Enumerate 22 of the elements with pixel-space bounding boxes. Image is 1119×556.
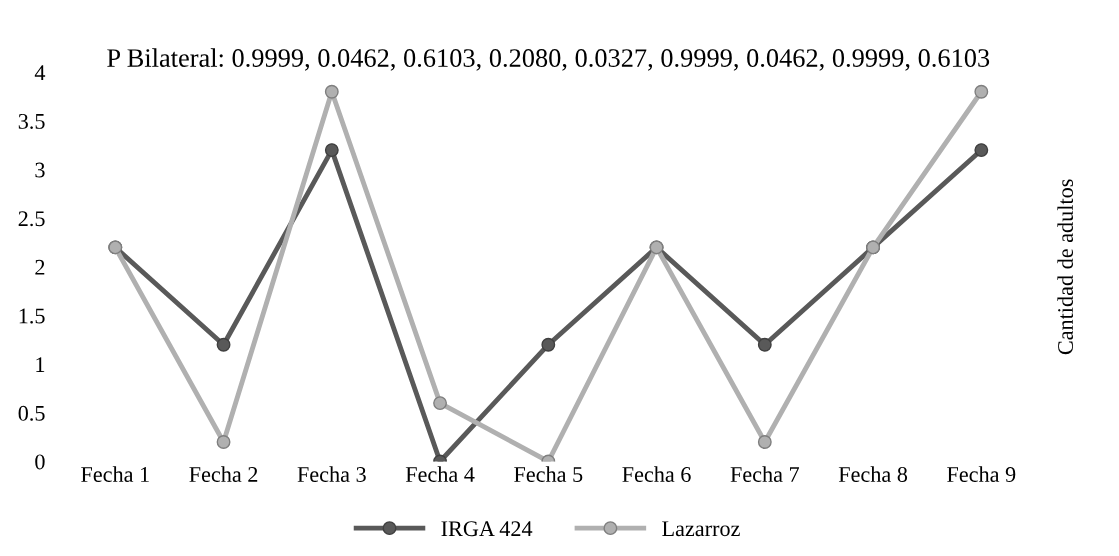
y-tick-label: 1 (36, 357, 45, 372)
y-axis-title: Cantidad de adultos (1057, 179, 1074, 355)
x-tick-label: Fecha 7 (730, 466, 800, 482)
y-tick-label: 3 (35, 162, 45, 178)
y-tick-label: 2.5 (18, 211, 45, 227)
y-tick-label: 4 (34, 65, 46, 80)
x-tick-label: Fecha 1 (81, 466, 149, 482)
y-tick-label: 0.5 (18, 405, 45, 421)
y-tick-label: 2 (35, 259, 45, 275)
x-tick-label: Fecha 9 (947, 466, 1016, 482)
x-tick-label: Fecha 3 (297, 466, 366, 482)
x-tick-label: Fecha 2 (189, 466, 258, 482)
legend-label: Lazarroz (662, 521, 740, 537)
y-tick-label: 3.5 (18, 113, 45, 129)
x-tick-label: Fecha 5 (514, 466, 583, 482)
x-tick-label: Fecha 4 (405, 466, 475, 482)
y-tick-label: 1.5 (19, 308, 45, 324)
x-tick-label: Fecha 6 (622, 466, 691, 482)
y-tick-label: 0 (35, 454, 45, 470)
chart-title: P Bilateral: 0.9999, 0.0462, 0.6103, 0.2080, 0.0327, 0.9999, 0.0462, 0.9999, 0.6103 (107, 48, 990, 71)
legend-label: IRGA 424 (441, 521, 533, 537)
x-tick-label: Fecha 8 (838, 466, 908, 482)
